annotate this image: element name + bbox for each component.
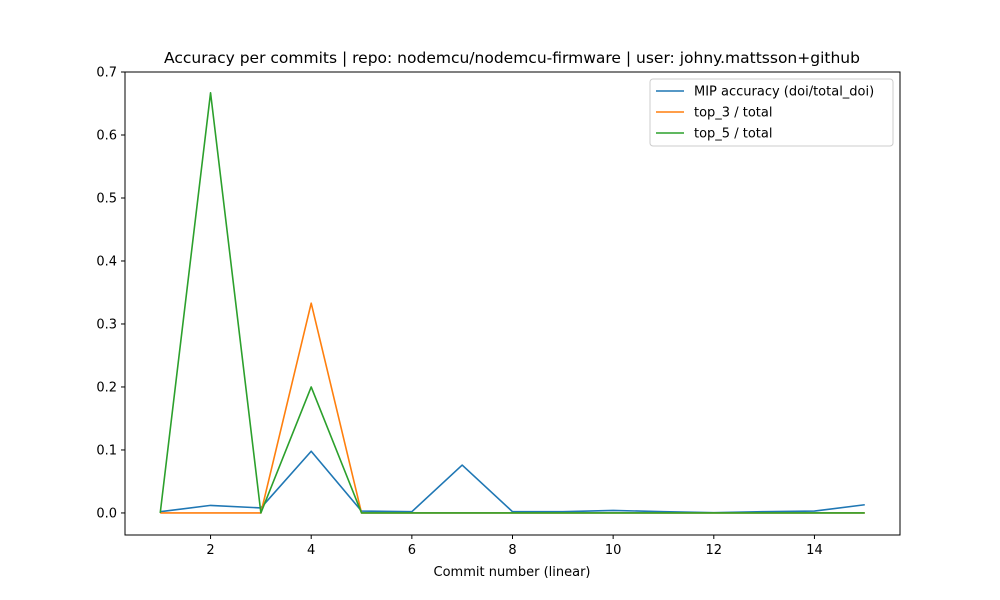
x-axis-label: Commit number (linear)	[434, 565, 591, 580]
y-tick-label: 0.1	[96, 443, 117, 458]
legend-label-2: top_3 / total	[694, 106, 772, 121]
x-tick-label: 4	[307, 543, 315, 558]
x-tick-label: 2	[206, 543, 214, 558]
legend-label-1: MIP accuracy (doi/total_doi)	[694, 85, 874, 100]
x-tick-label: 8	[508, 543, 516, 558]
y-tick-label: 0.7	[96, 66, 117, 81]
y-tick-label: 0.0	[96, 506, 117, 521]
chart-title: Accuracy per commits | repo: nodemcu/nod…	[164, 49, 860, 67]
x-tick-label: 12	[706, 543, 723, 558]
plot-area	[159, 91, 865, 514]
x-tick-label: 14	[806, 543, 823, 558]
y-tick-label: 0.6	[96, 128, 117, 143]
x-tick-label: 6	[408, 543, 416, 558]
x-tick-label: 10	[605, 543, 622, 558]
legend-box	[649, 78, 894, 147]
y-axis: 0.0 0.1 0.2 0.3 0.4 0.5 0.6 0.7	[96, 66, 125, 521]
y-tick-label: 0.4	[96, 254, 117, 269]
y-tick-label: 0.5	[96, 191, 117, 206]
series-line-2	[160, 302, 865, 514]
legend-label-3: top_5 / total	[694, 127, 772, 142]
legend: MIP accuracy (doi/total_doi) top_3 / tota…	[649, 78, 894, 147]
y-tick-label: 0.2	[96, 380, 117, 395]
series-line-3	[159, 91, 865, 514]
x-axis: 2 4 6 8 10 12 14	[206, 535, 823, 558]
series-line-1	[160, 450, 865, 514]
y-tick-label: 0.3	[96, 317, 117, 332]
